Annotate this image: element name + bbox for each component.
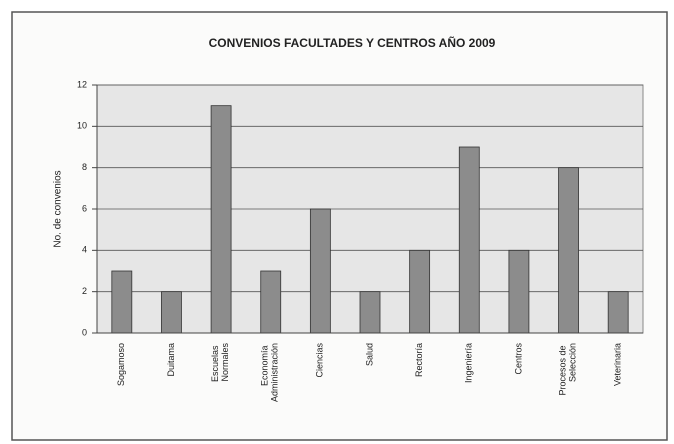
y-tick-label: 6 [82,203,87,213]
bar [210,105,232,334]
x-tick-label: Procesos de Selección [558,343,578,396]
x-tick-label: Ingeniería [464,343,474,383]
y-axis-label: No. de convenios [53,170,64,247]
x-tick-label: Veterinaria [613,343,623,386]
bar [260,270,282,334]
bar [359,291,381,334]
x-tick-label: Salud [364,343,374,366]
y-tick-label: 12 [77,79,87,89]
y-tick-label: 8 [82,162,87,172]
chart-title: CONVENIOS FACULTADES Y CENTROS AÑO 2009 [209,35,496,50]
bar [607,291,629,334]
bar [558,167,579,334]
bar [508,249,530,334]
y-tick-label: 10 [77,121,87,131]
bar [409,249,431,334]
bar [458,146,480,334]
x-tick-label: Centros [513,343,523,375]
y-tick-label: 0 [82,327,87,337]
bar [161,291,182,334]
x-tick-label: Ciencias [315,343,325,378]
x-tick-label: Sogamoso [116,343,126,386]
bar [111,270,133,334]
x-tick-label: Escuelas Normales [210,343,230,383]
x-tick-label: Rectoría [414,343,424,377]
bar [309,208,331,334]
y-tick-label: 4 [82,245,87,255]
y-tick-label: 2 [82,286,87,296]
x-tick-label: Duitama [166,343,176,377]
x-tick-label: Economía Administración [260,343,280,402]
